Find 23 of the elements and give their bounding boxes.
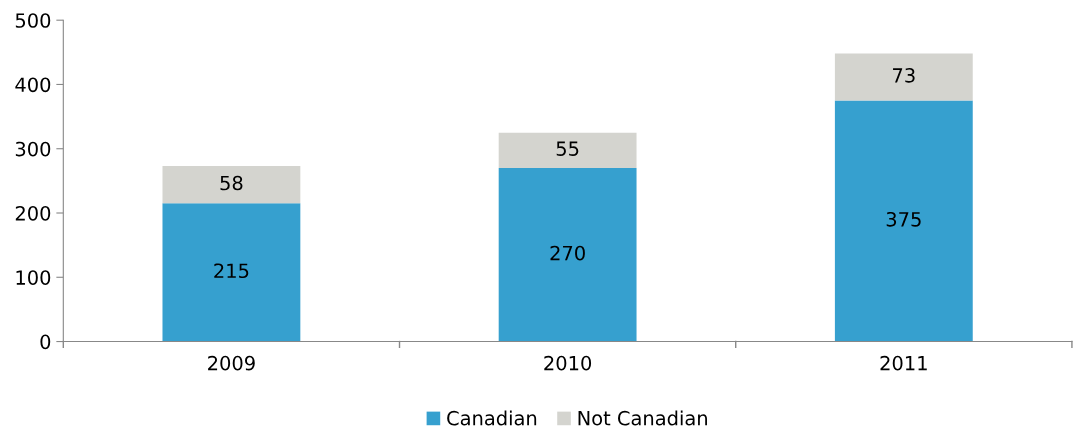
x-tick-label: 2009	[208, 355, 255, 371]
bar	[834, 100, 973, 342]
data-label: 58	[220, 175, 243, 191]
data-label: 73	[893, 68, 915, 83]
y-tick-label: 300	[15, 141, 51, 157]
bar	[834, 53, 973, 101]
y-tick-label: 0	[40, 334, 51, 350]
bar	[498, 168, 637, 342]
y-tick-label: 100	[16, 270, 51, 285]
bar	[498, 132, 637, 169]
data-label: 270	[550, 245, 585, 261]
y-tick-label: 500	[15, 13, 51, 28]
x-tick-label: 2011	[880, 355, 927, 371]
data-label: 215	[214, 263, 249, 279]
y-tick-label: 400	[15, 77, 51, 93]
y-tick-label: 200	[15, 205, 51, 221]
data-label: 55	[556, 141, 579, 156]
bar	[162, 166, 301, 204]
bar	[162, 203, 301, 342]
legend-label: Not Canadian	[578, 410, 707, 426]
legend-label: Canadian	[447, 410, 537, 426]
data-label: 375	[886, 211, 921, 227]
x-tick-label: 2010	[544, 355, 592, 371]
